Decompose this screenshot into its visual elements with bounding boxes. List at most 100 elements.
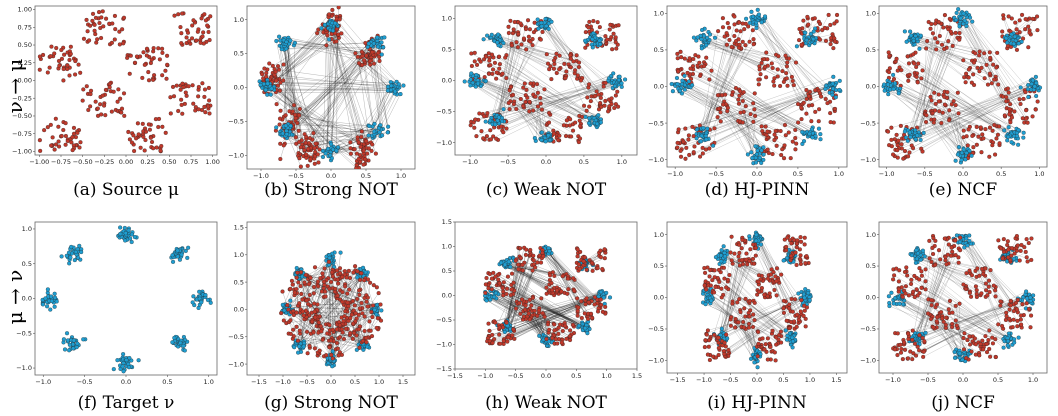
row-label-bottom: μ → ν <box>3 270 27 325</box>
source-point <box>700 145 705 150</box>
source-point <box>482 114 487 119</box>
source-point <box>469 51 474 56</box>
source-point <box>207 111 212 116</box>
source-point <box>315 279 321 284</box>
source-point <box>518 21 523 26</box>
y-tick-label: 1.00 <box>18 6 32 14</box>
source-point <box>568 65 573 70</box>
target-point <box>911 38 916 43</box>
source-point <box>982 51 987 56</box>
transport-link <box>281 46 317 155</box>
source-point <box>709 68 714 73</box>
target-point <box>958 16 963 21</box>
source-point <box>743 21 748 26</box>
source-point <box>62 52 67 57</box>
source-point <box>38 148 43 153</box>
y-tick-label: −0.5 <box>16 329 32 337</box>
plot-area <box>40 225 213 374</box>
source-point <box>736 45 742 50</box>
transport-link <box>741 93 753 159</box>
source-point <box>474 134 479 139</box>
source-point <box>277 88 282 93</box>
source-point <box>987 154 992 159</box>
source-point <box>360 338 365 344</box>
source-point <box>294 275 299 280</box>
transport-link <box>505 82 616 122</box>
source-point <box>361 148 366 153</box>
source-point <box>203 110 208 115</box>
source-point <box>375 316 380 321</box>
transport-link <box>476 75 558 134</box>
source-point <box>144 53 149 58</box>
transport-link <box>544 316 548 340</box>
source-point <box>691 134 696 139</box>
transport-link <box>274 89 362 145</box>
source-point <box>996 82 1001 87</box>
source-point <box>687 152 692 158</box>
source-point <box>538 37 543 42</box>
target-point <box>954 10 959 15</box>
source-point <box>976 134 981 139</box>
x-tick-label: −1.0 <box>667 170 683 178</box>
target-point <box>473 84 478 89</box>
transport-link <box>959 18 1011 121</box>
source-point <box>977 69 982 74</box>
source-point <box>477 111 482 116</box>
transport-link <box>272 88 388 91</box>
source-point <box>190 83 195 88</box>
target-point <box>1021 130 1026 135</box>
source-point <box>746 24 751 29</box>
target-point <box>120 364 125 369</box>
transport-link <box>326 32 329 149</box>
transport-link <box>679 90 769 138</box>
source-point <box>716 29 721 34</box>
transport-link <box>289 55 368 133</box>
transport-link <box>350 311 375 334</box>
source-point <box>973 51 978 56</box>
transport-link <box>754 19 816 112</box>
source-point <box>364 340 369 345</box>
source-point <box>712 126 717 131</box>
source-point <box>286 307 291 312</box>
target-point <box>178 340 183 345</box>
x-tick-label: −0.5 <box>299 378 315 386</box>
source-point <box>116 87 121 92</box>
source-point <box>914 64 919 70</box>
source-point <box>341 336 347 342</box>
source-point <box>1020 12 1025 17</box>
transport-link <box>489 297 554 336</box>
transport-link <box>326 29 332 151</box>
source-point <box>806 94 811 99</box>
transport-link <box>702 24 735 137</box>
source-point <box>741 90 746 95</box>
target-point <box>327 255 332 260</box>
transport-link <box>534 96 543 133</box>
source-point <box>378 318 384 323</box>
source-point <box>494 136 499 141</box>
target-point <box>956 7 961 12</box>
transport-link <box>505 57 601 120</box>
source-point <box>886 50 891 55</box>
transport-link <box>508 296 598 337</box>
transport-link <box>706 38 761 75</box>
source-point <box>85 29 90 34</box>
source-point <box>704 55 709 60</box>
source-point <box>995 50 1000 55</box>
source-point <box>473 117 478 122</box>
source-point <box>506 24 511 29</box>
source-point <box>290 282 295 287</box>
target-point <box>546 26 551 31</box>
transport-link <box>920 35 980 52</box>
transport-link <box>759 19 819 92</box>
source-point <box>142 62 147 67</box>
source-point <box>743 43 748 48</box>
transport-link <box>318 275 362 332</box>
source-point <box>187 39 192 44</box>
source-point <box>113 27 118 32</box>
target-point <box>333 21 338 26</box>
panel-e: −1.0 −0.5 0.0 0.5 1.01.00.50.0−0.5−1.0(e) NC… <box>860 5 1048 200</box>
y-tick-label: −0.5 <box>648 119 664 127</box>
transport-link <box>276 60 380 128</box>
transport-link <box>529 101 551 135</box>
target-point <box>1029 81 1034 86</box>
